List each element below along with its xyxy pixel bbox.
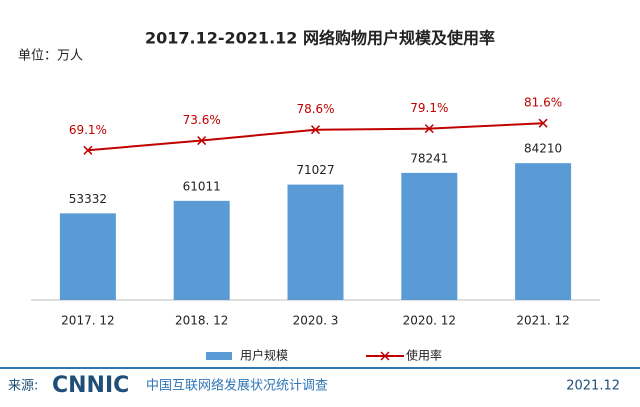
footer-date: 2021.12 <box>566 379 620 394</box>
unit-label: 单位：万人 <box>18 49 83 64</box>
legend-label: 用户规模 <box>240 348 288 363</box>
rate-label: 69.1% <box>69 123 107 137</box>
rate-marker <box>538 118 548 128</box>
rate-marker <box>197 136 207 146</box>
x-tick-label: 2021. 12 <box>516 314 569 328</box>
rate-marker <box>310 125 321 135</box>
legend-swatch <box>206 352 232 360</box>
footer-logo: CNNIC <box>52 373 129 398</box>
footer-source: 来源: <box>8 379 38 394</box>
bar <box>515 163 572 300</box>
value-label: 84210 <box>524 142 562 156</box>
bar <box>401 172 458 300</box>
legend-label: 使用率 <box>406 348 442 363</box>
rate-label: 73.6% <box>183 113 221 127</box>
value-label: 61011 <box>183 179 221 193</box>
value-label: 78241 <box>410 151 448 165</box>
x-tick-label: 2020. 12 <box>403 314 456 328</box>
bar <box>287 184 344 300</box>
bar <box>59 213 116 300</box>
legend-marker <box>380 351 390 361</box>
x-tick-label: 2018. 12 <box>175 314 228 328</box>
chart-title: 2017.12-2021.12 网络购物用户规模及使用率 <box>145 29 495 48</box>
rate-label: 81.6% <box>524 96 562 110</box>
rate-label: 78.6% <box>296 102 334 116</box>
x-tick-label: 2017. 12 <box>61 314 114 328</box>
rate-marker <box>83 145 93 155</box>
rate-line <box>87 122 544 152</box>
value-label: 53332 <box>69 192 107 206</box>
bar <box>173 200 230 300</box>
footer-org: 中国互联网络发展状况统计调查 <box>146 378 328 394</box>
x-tick-label: 2020. 3 <box>293 314 339 328</box>
rate-label: 79.1% <box>410 101 448 115</box>
rate-marker <box>424 124 434 134</box>
value-label: 71027 <box>296 163 334 177</box>
